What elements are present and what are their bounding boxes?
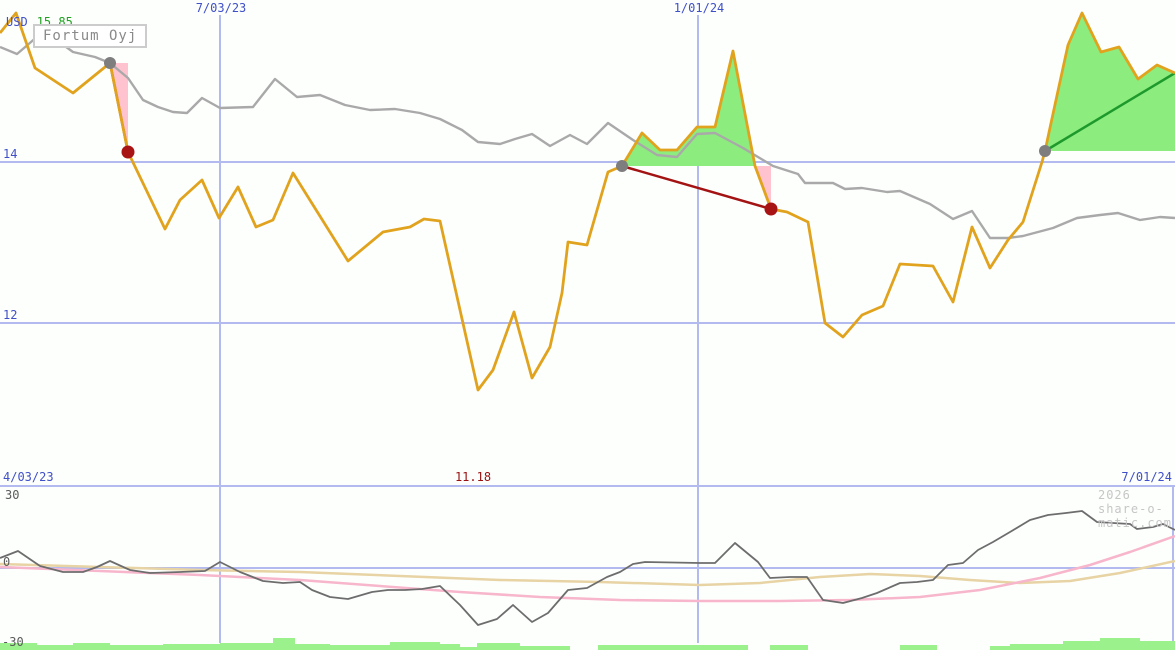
y-tick-12: 12 bbox=[3, 308, 18, 322]
volume-bar bbox=[440, 644, 460, 650]
watermark: 2026 share-o-matic.com bbox=[1097, 488, 1172, 530]
volume-bar bbox=[520, 646, 570, 650]
gain-connector-line bbox=[1044, 71, 1175, 153]
volume-bar bbox=[220, 643, 273, 650]
price-line bbox=[0, 11, 1175, 392]
x-tick-1-01-24: 1/01/24 bbox=[673, 1, 725, 15]
volume-bar bbox=[330, 645, 390, 650]
entry-dot bbox=[104, 57, 116, 69]
y-tick-14: 14 bbox=[3, 147, 18, 161]
volume-bar bbox=[110, 645, 163, 650]
volume-bar bbox=[990, 646, 1010, 650]
osc-tick-0: 0 bbox=[3, 555, 11, 569]
osc-tick-30: 30 bbox=[5, 488, 20, 502]
volume-bar bbox=[1010, 644, 1063, 650]
x-tick-4-03-23: 4/03/23 bbox=[3, 470, 54, 484]
signal-tan-line bbox=[0, 559, 1175, 587]
instrument-name-box[interactable]: Fortum Oyj bbox=[33, 24, 148, 48]
volume-bar bbox=[273, 638, 295, 650]
entry-dot bbox=[1039, 145, 1051, 157]
volume-bar bbox=[1063, 641, 1100, 650]
x-tick-7-01-24: 7/01/24 bbox=[1121, 470, 1172, 484]
instrument-name: Fortum Oyj bbox=[43, 28, 138, 44]
volume-bar bbox=[73, 643, 110, 650]
loss-connector-line bbox=[621, 164, 772, 211]
oscillator-line bbox=[0, 510, 1175, 626]
exit-dot bbox=[121, 145, 135, 159]
volume-bar bbox=[1100, 638, 1140, 650]
volume-bar bbox=[770, 645, 808, 650]
gain-fill bbox=[1045, 13, 1175, 151]
volume-bar bbox=[163, 644, 220, 650]
volume-bar bbox=[37, 645, 73, 650]
volume-bar bbox=[295, 644, 330, 650]
x-tick-7-03-23: 7/03/23 bbox=[195, 1, 247, 15]
signal-pink-line bbox=[0, 534, 1175, 603]
volume-bar bbox=[900, 645, 937, 650]
osc-tick-minus-30: -30 bbox=[2, 635, 24, 649]
volume-bar bbox=[390, 642, 440, 650]
volume-bar bbox=[1140, 641, 1175, 650]
volume-bar bbox=[598, 645, 748, 650]
entry-dot bbox=[616, 160, 628, 172]
benchmark-line bbox=[0, 34, 1175, 240]
volume-bar bbox=[0, 643, 37, 650]
currency-label: USD bbox=[6, 15, 28, 29]
low-price-marker: 11.18 bbox=[454, 470, 492, 484]
volume-bar bbox=[460, 647, 477, 650]
volume-bar bbox=[477, 643, 520, 650]
exit-dot bbox=[764, 202, 778, 216]
